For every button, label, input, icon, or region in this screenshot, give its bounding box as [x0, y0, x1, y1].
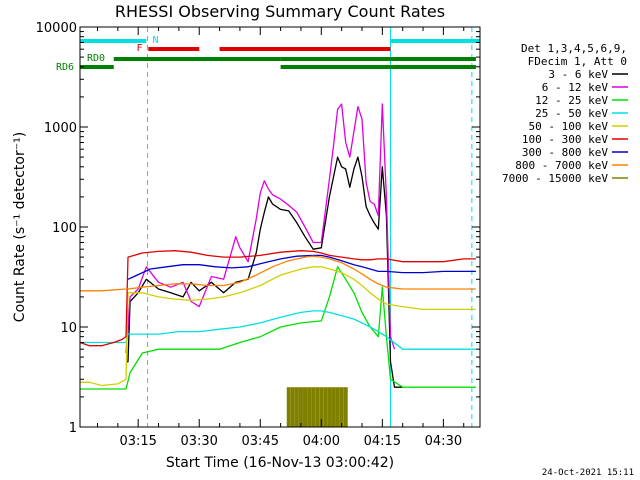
legend-label-7: 800 - 7000 keV: [515, 159, 608, 172]
x-tick-label-5: 04:30: [425, 434, 462, 449]
legend-label-6: 300 - 800 keV: [522, 146, 608, 159]
series-layer: [79, 103, 476, 427]
legend-label-1: 6 - 12 keV: [542, 81, 609, 94]
footer-timestamp: 24-Oct-2021 15:11: [542, 468, 634, 478]
legend-label-4: 50 - 100 keV: [529, 120, 609, 133]
state-label-rd0: RD0: [87, 53, 105, 64]
legend-label-8: 7000 - 15000 keV: [502, 172, 608, 185]
x-tick-label-4: 04:15: [364, 434, 401, 449]
series-line-0: [126, 156, 403, 388]
legend-label-2: 12 - 25 keV: [535, 94, 608, 107]
x-tick-label-2: 03:45: [242, 434, 279, 449]
series-line-4: [80, 266, 476, 387]
legend-label-0: 3 - 6 keV: [548, 68, 608, 81]
legend-header-1: FDecim 1, Att 0: [528, 55, 627, 68]
series-line-6: [127, 254, 476, 280]
x-tick-label-3: 04:00: [303, 434, 340, 449]
y-tick-label-0: 1: [69, 421, 77, 436]
state-label-f: F: [137, 43, 143, 54]
series-line-7: [80, 255, 476, 292]
x-axis-label: Start Time (16-Nov-13 03:00:42): [166, 455, 394, 471]
state-label-n: N: [153, 35, 159, 46]
axes: 1 10 100 1000 10000 03:15 03:30 03:45 04:00 04:15…: [36, 21, 480, 449]
legend-label-3: 25 - 50 keV: [535, 107, 608, 120]
x-tick-label-1: 03:30: [180, 434, 217, 449]
y-axis-label: Count Rate (s⁻¹ detector⁻¹): [12, 132, 28, 322]
series-line-3: [80, 310, 476, 350]
series-line-1: [125, 103, 396, 354]
y-tick-label-1: 10: [60, 321, 77, 336]
state-label-rd6: RD6: [56, 62, 74, 73]
legend: Det 1,3,4,5,6,9,FDecim 1, Att 03 - 6 keV…: [502, 42, 628, 185]
y-tick-label-2: 100: [52, 221, 77, 236]
legend-label-5: 100 - 300 keV: [522, 133, 608, 146]
legend-header-0: Det 1,3,4,5,6,9,: [521, 42, 627, 55]
chart-title: RHESSI Observing Summary Count Rates: [115, 2, 445, 21]
y-tick-label-3: 1000: [44, 121, 77, 136]
state-bars: NF RD0 RD6: [56, 35, 480, 73]
series-line-2: [80, 266, 476, 390]
x-tick-label-0: 03:15: [119, 434, 156, 449]
series-line-5: [79, 250, 476, 347]
y-tick-label-4: 10000: [36, 21, 77, 36]
